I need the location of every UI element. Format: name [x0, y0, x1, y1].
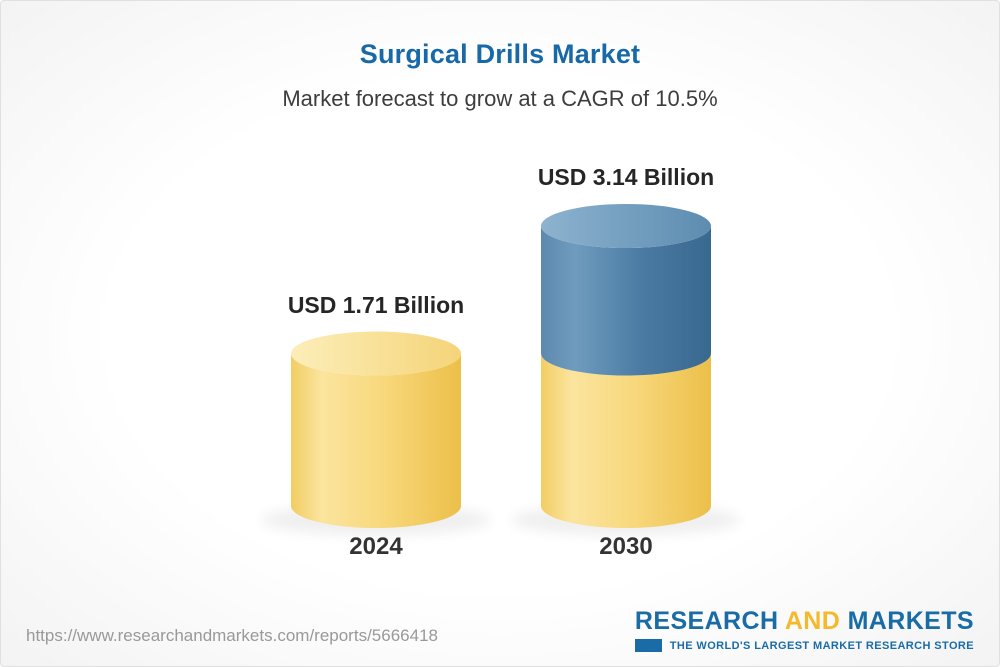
bar-top-ellipse — [291, 331, 461, 376]
value-label-2024: USD 1.71 Billion — [287, 291, 465, 318]
logo-bar — [634, 639, 662, 652]
research-and-markets-logo: RESEARCH AND MARKETS THE WORLD'S LARGEST… — [634, 607, 974, 652]
logo-tagline: THE WORLD'S LARGEST MARKET RESEARCH STOR… — [669, 639, 974, 652]
bar-segment-yellow — [541, 353, 711, 528]
chart-header: Surgical Drills Market Market forecast t… — [1, 1, 999, 112]
bar-segment-yellow — [291, 353, 461, 528]
year-label-2024: 2024 — [349, 533, 403, 560]
bar-segment-blue — [541, 226, 711, 376]
chart-subtitle: Market forecast to grow at a CAGR of 10.… — [282, 86, 718, 111]
source-url: https://www.researchandmarkets.com/repor… — [26, 626, 438, 645]
value-label-2030: USD 3.14 Billion — [537, 164, 715, 190]
bar-top-ellipse — [541, 204, 711, 248]
bars-group — [261, 204, 741, 536]
logo-wordmark: RESEARCH AND MARKETS — [635, 607, 974, 636]
logo-tagline-row: THE WORLD'S LARGEST MARKET RESEARCH STOR… — [634, 639, 974, 652]
chart-title: Surgical Drills Market — [359, 39, 641, 69]
year-label-2030: 2030 — [599, 533, 653, 560]
logo-word-research: RESEARCH — [634, 607, 779, 635]
logo-word-markets: MARKETS — [847, 607, 974, 635]
logo-word-and: AND — [784, 607, 841, 635]
